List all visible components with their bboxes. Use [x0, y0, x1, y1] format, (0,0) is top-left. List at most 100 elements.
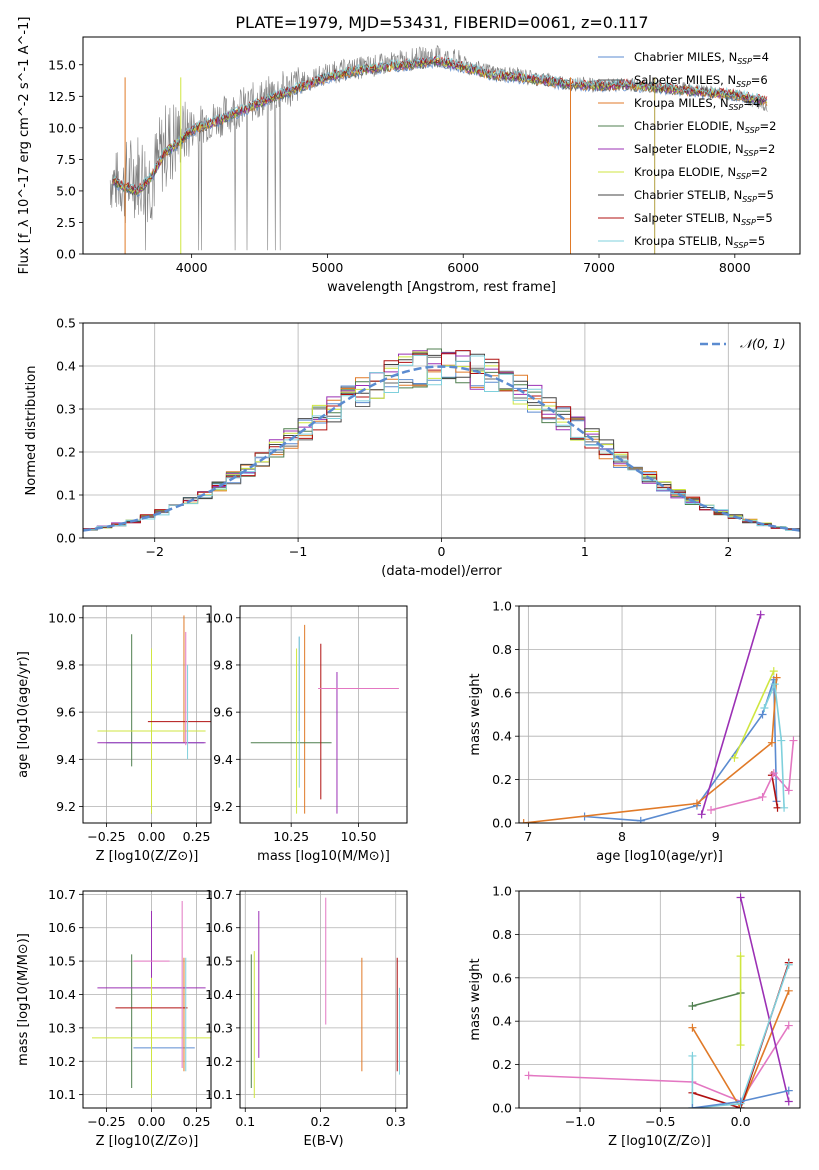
legend-count: =6: [751, 73, 768, 87]
model-spectrum-line: [112, 54, 768, 192]
mass_vs_Z-xlabel: Z [log10(Z/Z⊙)]: [96, 1134, 199, 1149]
mass-weight-marker: [697, 810, 706, 819]
weight_vs_age-ytick-label: 0.2: [492, 772, 512, 787]
weight_vs_age-ytick-label: 1.0: [492, 599, 512, 614]
mass-weight-marker: [784, 986, 793, 995]
legend-subscript: SSP: [741, 218, 756, 227]
residuals-ytick-label: 0.4: [56, 359, 76, 374]
spectrum-xtick-label: 7000: [583, 260, 615, 275]
mass-weight-marker: [758, 792, 767, 801]
mass_vs_ebv-ytick-label: 10.1: [205, 1087, 233, 1102]
spectrum-xtick-label: 6000: [447, 260, 479, 275]
age_vs_Z-ytick-label: 9.6: [56, 705, 76, 720]
legend-label: Kroupa STELIB, NSSP=5: [634, 234, 765, 250]
mass_vs_Z-ytick-label: 10.1: [48, 1087, 76, 1102]
mass-weight-line: [528, 1025, 790, 1103]
mass-weight-marker: [692, 799, 701, 808]
mass-weight-marker: [688, 1051, 697, 1060]
weight_vs_age-panel: 7 8 9 0.0 0.2 0.4 0.6 0.8 1.0 age [log10(age/yr)]…: [468, 599, 801, 864]
legend-label: Salpeter STELIB, NSSP=5: [634, 211, 773, 227]
legend-label: Chabrier ELODIE, NSSP=2: [634, 119, 776, 135]
mass-weight-line: [733, 670, 775, 759]
mass-weight-marker: [736, 1041, 745, 1050]
age_vs_mass-xtick-label: 10.50: [341, 829, 377, 844]
mass_vs_Z-ytick-label: 10.5: [48, 954, 76, 969]
mass_vs_ebv-xlabel: E(B-V): [303, 1134, 343, 1149]
mass_vs_Z-xtick-label: 0.25: [183, 1114, 211, 1129]
mass_vs_Z-ytick-label: 10.7: [48, 887, 76, 902]
spectrum-ytick-label: 0.0: [56, 247, 76, 262]
legend-label: Salpeter ELODIE, NSSP=2: [634, 142, 775, 158]
age_vs_mass-frame: [239, 605, 408, 824]
mass-weight-marker: [784, 1021, 793, 1030]
age_vs_Z-xtick-label: 0.00: [138, 829, 166, 844]
spectrum-ytick-label: 15.0: [48, 57, 76, 72]
spectrum-xtick-label: 5000: [312, 260, 344, 275]
normal-curve-line: [83, 365, 800, 532]
mass-weight-marker: [760, 703, 769, 712]
spectrum-ylabel: Flux [f_λ 10^-17 erg cm^-2 s^-1 A^-1]: [17, 17, 32, 275]
age_vs_mass-ytick-label: 9.2: [213, 799, 233, 814]
legend-count: =5: [748, 234, 765, 248]
mass-weight-marker: [519, 819, 528, 823]
mass-weight-marker: [784, 960, 793, 969]
spectrum-panel: 4000 5000 6000 7000 8000 0.0 2.5 5.0 7.5 10.0 12.5…: [17, 17, 801, 295]
mass-weight-line: [523, 677, 778, 823]
mass-weight-marker: [769, 667, 778, 676]
mass_vs_ebv-ytick-label: 10.2: [205, 1054, 233, 1069]
weight_vs_Z-ytick-label: 0.2: [492, 1057, 512, 1072]
mass_vs_Z-ylabel: mass [log10(M/M⊙)]: [16, 933, 31, 1066]
age_vs_mass-ytick-label: 10.0: [205, 610, 233, 625]
weight_vs_Z-ytick-label: 1.0: [492, 884, 512, 899]
age_vs_mass-panel: 10.25 10.50 9.2 9.4 9.6 9.8 10.0 mass [log10(M/…: [205, 605, 408, 864]
mass-weight-line: [739, 897, 790, 1102]
mass-weight-line: [691, 990, 790, 1108]
weight_vs_age-xtick-label: 8: [618, 829, 626, 844]
residuals-ytick-label: 0.1: [56, 488, 76, 503]
mass_vs_Z-ytick-label: 10.4: [48, 987, 76, 1002]
mass_vs_ebv-ytick-label: 10.6: [205, 920, 233, 935]
weight_vs_age-ytick-label: 0.4: [492, 729, 512, 744]
age_vs_mass-ytick-label: 9.4: [213, 752, 233, 767]
legend-label: Salpeter MILES, NSSP=6: [634, 73, 768, 89]
mass-weight-marker: [789, 736, 798, 745]
mass-weight-marker: [736, 952, 745, 961]
mass_vs_ebv-ytick-label: 10.5: [205, 954, 233, 969]
age_vs_Z-ylabel: age [log10(age/yr)]: [16, 651, 31, 778]
mass-weight-marker: [758, 710, 767, 719]
mass-weight-line: [763, 681, 785, 808]
spectrum-ytick-label: 10.0: [48, 120, 76, 135]
mass-weight-line: [700, 614, 762, 815]
mass_vs_ebv-xtick-label: 0.1: [235, 1114, 255, 1129]
legend-count: =2: [751, 165, 768, 179]
mass_vs_ebv-ytick-label: 10.3: [205, 1020, 233, 1035]
age_vs_Z-panel: −0.25 0.00 0.25 9.2 9.4 9.6 9.8 10.0 Z [log10(Z/…: [16, 605, 212, 864]
spectrum-xlabel: wavelength [Angstrom, rest frame]: [327, 280, 556, 295]
mass-weight-marker: [780, 803, 789, 812]
weight_vs_Z-ylabel: mass weight: [468, 958, 483, 1040]
mass_vs_Z-panel: −0.25 0.00 0.25 10.1 10.2 10.3 10.4 10.5 10.6 10.…: [16, 887, 212, 1149]
weight_vs_Z-ytick-label: 0.8: [492, 927, 512, 942]
weight_vs_age-frame: [518, 605, 801, 824]
legend-subscript: SSP: [744, 149, 759, 158]
mass-weight-marker: [770, 680, 779, 689]
mass_vs_Z-ytick-label: 10.6: [48, 920, 76, 935]
weight_vs_age-xtick-label: 7: [524, 829, 532, 844]
mass-weight-marker: [524, 1071, 533, 1080]
mass-weight-marker: [767, 738, 776, 747]
mass_vs_Z-ytick-label: 10.3: [48, 1020, 76, 1035]
weight_vs_age-xtick-label: 9: [712, 829, 720, 844]
spectrum-ytick-label: 5.0: [56, 183, 76, 198]
residuals-panel: −2 −1 0 1 2 0.0 0.1 0.2 0.3 0.4 0.5 (data-model)/er…: [24, 316, 801, 579]
weight_vs_Z-ytick-label: 0.0: [492, 1101, 512, 1116]
residuals-ytick-label: 0.2: [56, 445, 76, 460]
mass_vs_ebv-xtick-label: 0.3: [386, 1114, 406, 1129]
spectrum-ytick-label: 12.5: [48, 89, 76, 104]
mass-weight-marker: [707, 805, 716, 814]
weight_vs_Z-panel: −1.0 −0.5 0.0 0.0 0.2 0.4 0.6 0.8 1.0 Z [log10(Z/…: [468, 884, 801, 1149]
mass_vs_ebv-xtick-label: 0.2: [311, 1114, 331, 1129]
mass-weight-line: [691, 964, 790, 1108]
residual-histogram-step: [83, 350, 800, 530]
age_vs_mass-plot-area: [250, 624, 399, 814]
legend-count: =2: [758, 142, 775, 156]
